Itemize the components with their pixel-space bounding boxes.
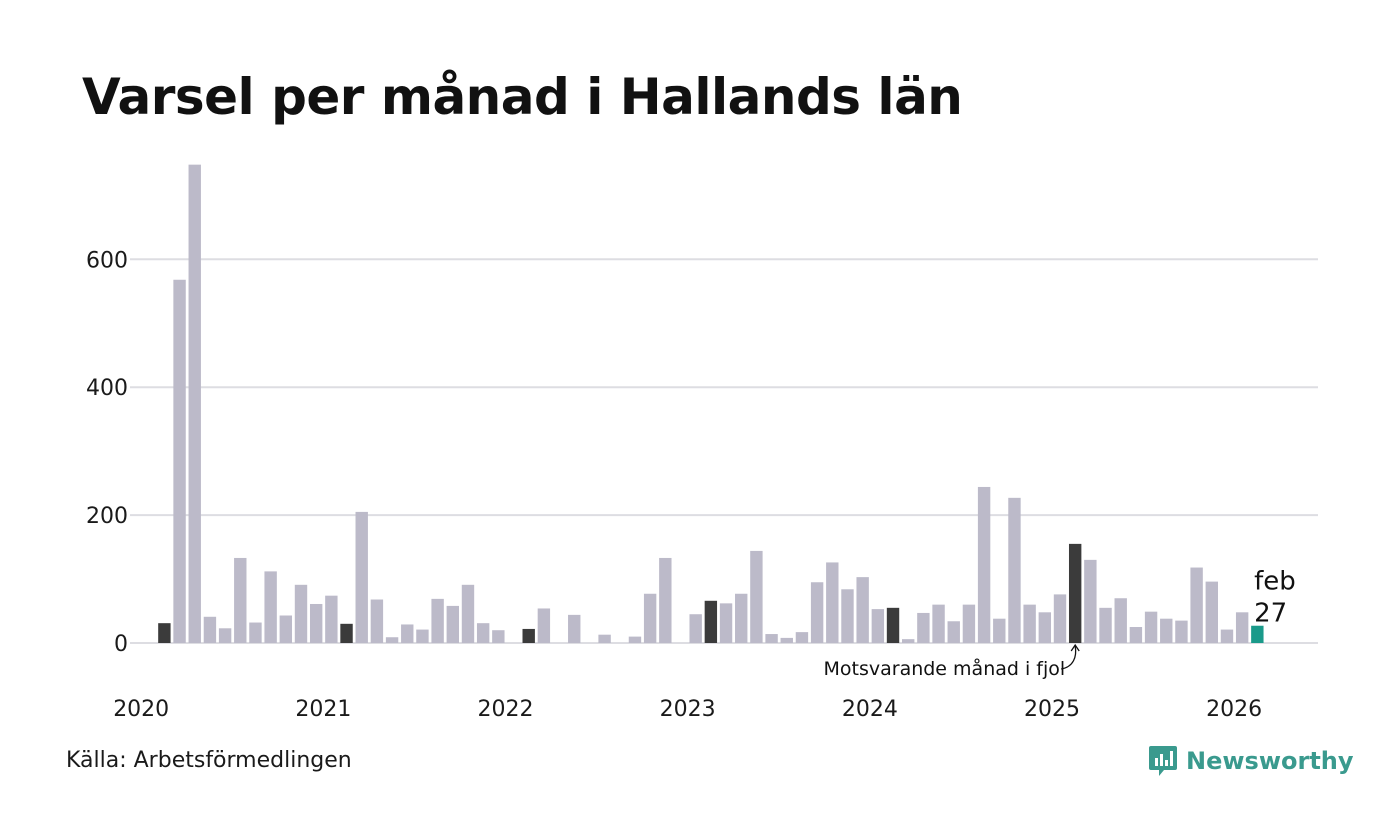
bar-2025-11 (1205, 581, 1218, 643)
x-tick-label: 2021 (295, 697, 351, 722)
bar-2022-11 (659, 557, 672, 643)
annotation: Motsvarande månad i fjol (824, 643, 1080, 680)
bar-2021-06 (401, 624, 414, 643)
bar-2021-07 (416, 629, 429, 643)
x-axis-ticks: 2020 2021 2022 2023 2024 2025 2026 (113, 697, 1262, 722)
x-tick-label: 2026 (1206, 697, 1262, 722)
bar-2021-08 (431, 598, 444, 643)
bar-highlight-2021-02 (340, 623, 353, 643)
bar-2021-12 (492, 630, 505, 643)
annotation-arrow (1061, 643, 1080, 670)
bar-2020-12 (309, 603, 323, 643)
bar-2025-07 (1144, 611, 1158, 643)
bar-2021-10 (461, 584, 475, 643)
bar-2021-03 (355, 511, 368, 643)
bar-2023-09 (810, 582, 824, 643)
y-tick-label: 200 (86, 504, 128, 529)
bar-2023-10 (826, 562, 839, 643)
y-tick-label: 0 (114, 632, 128, 657)
x-tick-label: 2020 (113, 697, 169, 722)
bar-2021-05 (385, 637, 399, 643)
bar-current-2026-02 (1251, 625, 1264, 643)
bar-2022-03 (537, 608, 551, 643)
bar-2025-01 (1053, 594, 1067, 643)
current-value-text: 27 (1254, 599, 1287, 629)
bar-2023-11 (841, 589, 854, 643)
bar-2025-08 (1160, 618, 1173, 643)
newsworthy-logo-icon (1149, 746, 1177, 776)
bar-highlight-2024-02 (886, 607, 900, 643)
bar-2025-04 (1099, 607, 1112, 643)
bar-2020-11 (294, 584, 308, 643)
bar-2023-07 (780, 637, 793, 643)
bar-2024-03 (902, 639, 915, 643)
bar-2021-04 (370, 599, 384, 643)
bar-2022-09 (628, 636, 642, 643)
bar-2026-01 (1235, 612, 1249, 643)
x-tick-label: 2025 (1024, 697, 1080, 722)
bar-2024-04 (917, 612, 930, 643)
bar-2024-01 (871, 609, 885, 643)
bar-2025-05 (1114, 598, 1127, 643)
x-tick-label: 2022 (478, 697, 534, 722)
bar-2025-03 (1084, 559, 1097, 643)
x-tick-label: 2023 (660, 697, 716, 722)
y-axis-ticks: 0 200 400 600 (86, 248, 128, 657)
source-note: Källa: Arbetsförmedlingen (66, 748, 352, 773)
bar-2021-01 (325, 595, 338, 643)
bar-2022-10 (643, 593, 657, 643)
bar-2024-09 (993, 618, 1006, 643)
bar-2023-01 (689, 614, 702, 643)
y-tick-label: 400 (86, 376, 128, 401)
bar-highlight-2023-02 (704, 600, 718, 643)
bar-2022-05 (568, 614, 581, 643)
bar-2020-04 (188, 164, 201, 644)
annotation-text: Motsvarande månad i fjol (824, 657, 1066, 680)
x-tick-label: 2024 (842, 697, 898, 722)
bar-2025-06 (1129, 627, 1143, 643)
current-month-label: feb (1254, 567, 1296, 597)
bar-2024-11 (1023, 604, 1036, 643)
bar-2023-04 (735, 593, 748, 643)
bar-2023-05 (750, 550, 763, 643)
bar-highlight-2020-02 (158, 623, 171, 643)
bar-2020-10 (279, 615, 293, 643)
bar-2020-09 (264, 571, 277, 643)
chart-title: Varsel per månad i Hallands län (82, 68, 963, 126)
bar-2023-06 (765, 634, 778, 643)
bar-2020-07 (234, 557, 247, 643)
bar-2020-08 (249, 622, 262, 643)
bar-2023-03 (719, 603, 733, 643)
bar-2025-12 (1220, 629, 1234, 643)
current-value-label: feb 27 (1254, 567, 1296, 629)
bar-2020-05 (203, 616, 217, 643)
bar-2023-12 (856, 577, 869, 643)
bar-2024-12 (1038, 612, 1052, 643)
bar-2025-09 (1175, 620, 1188, 643)
bar-highlight-2025-02 (1068, 543, 1082, 643)
bar-2021-11 (476, 623, 490, 643)
bar-2024-05 (932, 604, 945, 643)
bar-2023-08 (795, 632, 809, 643)
bar-2024-10 (1008, 497, 1021, 643)
bar-2024-07 (962, 604, 976, 643)
y-tick-label: 600 (86, 248, 128, 273)
bar-2020-03 (173, 279, 186, 643)
bar-2024-06 (947, 621, 960, 643)
bar-2021-09 (446, 605, 459, 643)
bars (158, 164, 1264, 644)
bar-2020-06 (218, 628, 232, 643)
gridlines (130, 258, 1318, 644)
bar-2022-07 (598, 634, 611, 643)
bar-highlight-2022-02 (522, 628, 535, 643)
bar-2025-10 (1190, 567, 1203, 643)
brand-name: Newsworthy (1186, 747, 1354, 775)
brand-logo[interactable]: Newsworthy (1148, 744, 1354, 778)
bar-2024-08 (977, 486, 991, 643)
